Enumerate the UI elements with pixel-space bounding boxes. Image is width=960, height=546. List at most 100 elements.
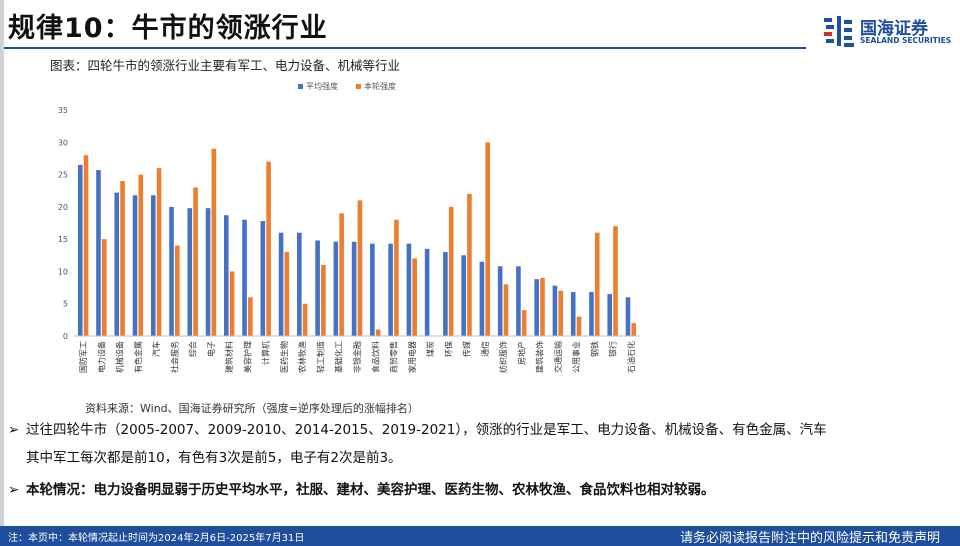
x-category-label: 食品饮料 bbox=[370, 341, 380, 373]
bar-current bbox=[138, 174, 144, 336]
y-tick-label: 5 bbox=[63, 300, 68, 309]
x-category-label: 银行 bbox=[608, 341, 618, 357]
x-category-label: 建筑材料 bbox=[224, 341, 234, 373]
bar-average bbox=[497, 266, 503, 336]
footer-disclaimer: 请务必阅读报告附注中的风险提示和免责声明 bbox=[679, 531, 940, 546]
bar-current bbox=[193, 187, 198, 336]
x-category-label: 钢铁 bbox=[589, 341, 599, 357]
bullet-current-round: ➢ 本轮情况：电力设备明显弱于历史平均水平，社服、建材、美容护理、医药生物、农林牧… bbox=[8, 478, 715, 498]
bar-current bbox=[485, 142, 491, 336]
x-axis: 国防军工 电力设备 机械设备 有色金属 汽车 社会服务 综合 电子 建筑材料 美容护理 计算机 医药生… bbox=[74, 335, 640, 373]
bar-average bbox=[169, 206, 174, 336]
bar-current bbox=[521, 310, 527, 336]
legend-label: 平均强度 bbox=[306, 81, 338, 91]
x-category-label: 社会服务 bbox=[169, 341, 179, 373]
bar-average bbox=[315, 240, 320, 336]
x-category-label: 环保 bbox=[443, 341, 453, 357]
x-category-label: 商贸零售 bbox=[389, 341, 399, 373]
window-left-edge bbox=[0, 0, 4, 546]
footer-note: 注：本页中：本轮情况起止时间为2024年2月6日-2025年7月31日 bbox=[8, 533, 305, 544]
logo-english-name: SEALAND SECURITIES bbox=[860, 36, 952, 45]
legend-label: 本轮强度 bbox=[364, 81, 396, 91]
y-tick-label: 0 bbox=[63, 332, 68, 341]
bar-average bbox=[607, 294, 613, 336]
bar-current bbox=[302, 303, 308, 336]
brand-logo: 国海证券 SEALAND SECURITIES bbox=[824, 14, 956, 52]
bar-group bbox=[77, 142, 637, 336]
title-divider bbox=[4, 47, 806, 49]
bar-average bbox=[333, 241, 339, 336]
bar-current bbox=[357, 200, 363, 336]
bar-average bbox=[77, 164, 83, 336]
bar-current bbox=[321, 264, 326, 336]
chart-source-note: 资料来源：Wind、国海证券研究所（强度=逆序处理后的涨幅排名） bbox=[85, 402, 419, 415]
arrow-bullet-icon: ➢ bbox=[8, 422, 20, 438]
y-tick-label: 20 bbox=[58, 203, 68, 212]
bar-current bbox=[375, 329, 381, 336]
x-category-label: 纺织服饰 bbox=[498, 341, 508, 373]
bar-average bbox=[187, 208, 193, 336]
bar-current bbox=[83, 155, 89, 336]
x-category-label: 医药生物 bbox=[279, 341, 289, 373]
bar-current bbox=[613, 226, 618, 336]
bar-average bbox=[223, 215, 229, 336]
bar-current bbox=[339, 213, 344, 336]
bar-current bbox=[156, 168, 162, 336]
x-category-label: 公用事业 bbox=[571, 341, 581, 373]
x-category-label: 电力设备 bbox=[96, 341, 106, 373]
bar-average bbox=[552, 285, 558, 336]
bar-average bbox=[114, 192, 120, 336]
bullet-history-text: 过往四轮牛市（2005-2007、2009-2010、2014-2015、201… bbox=[26, 422, 827, 438]
bar-average bbox=[479, 261, 485, 336]
bar-average bbox=[388, 243, 393, 336]
bar-current bbox=[266, 161, 271, 336]
x-category-label: 计算机 bbox=[261, 341, 271, 365]
bar-current bbox=[576, 316, 582, 336]
bar-average bbox=[589, 292, 594, 336]
x-category-label: 国防军工 bbox=[78, 341, 88, 373]
bar-average bbox=[625, 297, 631, 336]
x-category-label: 房地产 bbox=[516, 341, 526, 365]
legend-swatch bbox=[356, 84, 361, 89]
bar-average bbox=[242, 219, 247, 336]
bar-average bbox=[351, 241, 357, 336]
x-category-label: 机械设备 bbox=[115, 341, 125, 373]
x-category-label: 通信 bbox=[480, 341, 490, 357]
x-category-label: 综合 bbox=[188, 341, 198, 357]
y-tick-label: 10 bbox=[58, 267, 68, 276]
x-category-label: 基础化工 bbox=[334, 341, 344, 373]
bar-average bbox=[96, 170, 101, 336]
x-category-label: 交通运输 bbox=[553, 341, 563, 373]
sealand-logo-icon bbox=[824, 16, 854, 47]
y-tick-label: 30 bbox=[58, 138, 68, 147]
x-category-label: 非银金融 bbox=[352, 341, 362, 373]
bar-average bbox=[534, 279, 539, 336]
bar-current bbox=[211, 148, 217, 336]
x-category-label: 汽车 bbox=[151, 341, 161, 357]
bar-current bbox=[558, 290, 564, 336]
logo-chinese-name: 国海证券 bbox=[860, 19, 928, 39]
industry-strength-bar-chart: 平均强度 本轮强度 0 5 10 15 20 25 30 35 国防军工 电力设备 机械设备 有色金属… bbox=[58, 81, 640, 373]
bar-current bbox=[594, 232, 600, 336]
bar-average bbox=[278, 232, 284, 336]
y-tick-label: 25 bbox=[58, 171, 68, 180]
x-category-label: 家用电器 bbox=[407, 341, 417, 373]
x-category-label: 传媒 bbox=[462, 341, 472, 357]
bar-current bbox=[503, 284, 509, 336]
bar-current bbox=[412, 258, 417, 336]
bar-current bbox=[229, 271, 235, 336]
x-category-label: 煤炭 bbox=[425, 341, 435, 357]
bar-average bbox=[516, 266, 521, 336]
legend-swatch bbox=[298, 84, 303, 89]
chart-legend: 平均强度 本轮强度 bbox=[298, 81, 396, 91]
x-category-label: 轻工制造 bbox=[315, 341, 325, 373]
footer-bar: 注：本页中：本轮情况起止时间为2024年2月6日-2025年7月31日 请务必阅… bbox=[0, 526, 960, 546]
x-category-label: 电子 bbox=[206, 341, 216, 357]
bar-average bbox=[424, 248, 430, 336]
bar-current bbox=[467, 193, 472, 336]
page-title: 规律10：牛市的领涨行业 bbox=[8, 13, 328, 44]
bar-average bbox=[260, 221, 266, 336]
y-tick-label: 15 bbox=[58, 235, 68, 244]
bar-average bbox=[132, 195, 138, 336]
chart-caption: 图表：四轮牛市的领涨行业主要有军工、电力设备、机械等行业 bbox=[50, 58, 401, 73]
